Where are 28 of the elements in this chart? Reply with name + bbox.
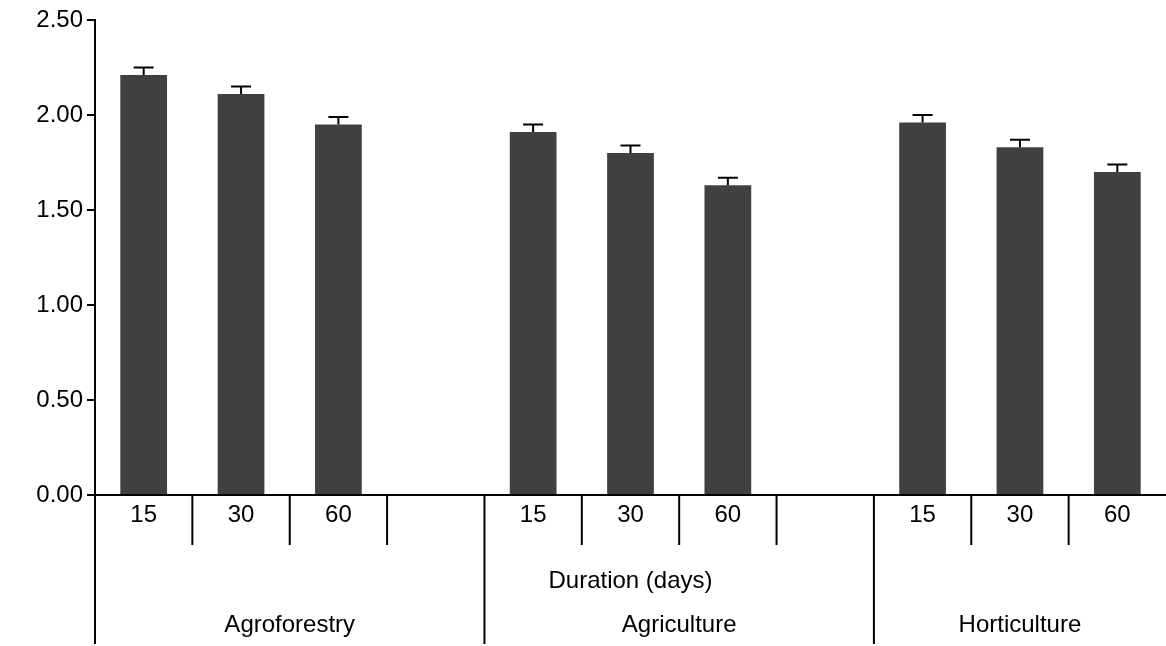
bar (996, 147, 1044, 494)
y-tick-label: 0.00 (36, 479, 83, 507)
bar (315, 124, 362, 494)
bar (217, 94, 265, 494)
y-tick-label: 1.50 (36, 194, 83, 222)
bar (607, 153, 654, 494)
bar (120, 75, 168, 494)
x-tick-label: 60 (714, 500, 742, 528)
x-tick-label: 30 (227, 500, 255, 528)
x-axis-title: Duration (days) (548, 565, 713, 593)
x-tick-label: 30 (617, 500, 644, 528)
x-tick-label: 30 (1006, 500, 1034, 528)
x-tick-label: 15 (909, 500, 936, 528)
y-tick-label: 1.00 (36, 289, 83, 317)
y-tick-label: 2.00 (36, 99, 83, 127)
bar (509, 132, 557, 494)
y-tick-label: 0.50 (36, 384, 83, 412)
x-tick-label: 60 (325, 500, 352, 528)
x-tick-label: 15 (519, 500, 547, 528)
bar (1093, 172, 1141, 494)
y-tick-label: 2.50 (36, 4, 83, 32)
x-tick-label: 15 (130, 500, 158, 528)
x-tick-label: 60 (1103, 500, 1131, 528)
text: Horticulture (958, 609, 1082, 637)
text: Agriculture (621, 609, 737, 637)
text: Agroforestry (224, 609, 356, 637)
bar (704, 185, 752, 494)
bar (899, 122, 946, 494)
